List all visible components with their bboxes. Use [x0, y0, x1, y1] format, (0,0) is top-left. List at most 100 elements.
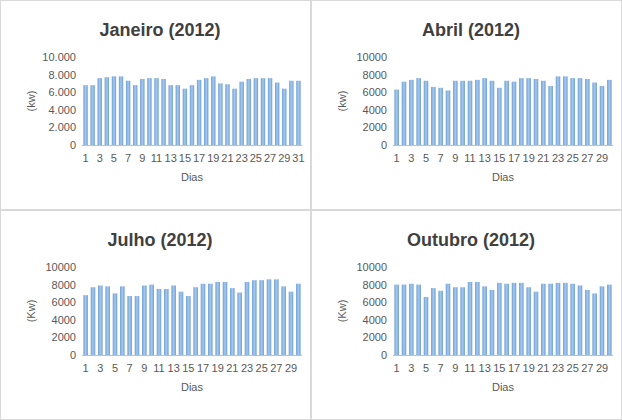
y-tick-label: 6.000	[48, 86, 76, 98]
y-tick-label: 4000	[363, 104, 387, 116]
x-axis-line	[82, 355, 302, 356]
bar	[534, 79, 539, 145]
bar	[164, 289, 169, 355]
bar	[519, 283, 524, 355]
bar	[519, 78, 524, 145]
bar	[179, 292, 184, 355]
bar	[296, 284, 301, 355]
bar	[592, 83, 597, 145]
bar	[296, 81, 300, 145]
bar	[133, 85, 137, 145]
x-tick-label: 3	[408, 362, 414, 374]
x-tick-label: 7	[125, 152, 131, 164]
bar	[409, 284, 414, 355]
bar	[281, 286, 286, 355]
y-tick-label: 8000	[52, 279, 76, 291]
y-tick-label: 0	[381, 139, 387, 151]
y-axis-title: (kw)	[336, 91, 348, 112]
bar	[394, 90, 399, 145]
x-tick-label: 21	[226, 362, 238, 374]
bar	[512, 283, 517, 355]
bar	[534, 292, 539, 355]
bar	[239, 82, 243, 145]
x-tick-label: 27	[581, 152, 593, 164]
bar	[438, 291, 443, 355]
x-tick-label: 11	[153, 362, 164, 374]
x-axis-line	[393, 355, 613, 356]
x-tick-label: 29	[596, 152, 608, 164]
x-tick-label: 31	[292, 152, 304, 164]
x-tick-label: 13	[479, 152, 491, 164]
chart-panel: Outubro (2012)02000400060008000100001357…	[312, 211, 622, 420]
bars	[394, 76, 611, 145]
bar	[402, 82, 407, 145]
x-tick-label: 29	[285, 362, 297, 374]
bar	[563, 76, 568, 145]
bar	[548, 284, 553, 355]
bar	[161, 79, 165, 145]
bar	[113, 293, 118, 355]
bar	[274, 279, 279, 355]
y-tick-label: 2000	[52, 331, 76, 343]
bar	[578, 285, 583, 355]
bar	[142, 285, 147, 355]
x-axis-title: Dias	[181, 381, 204, 393]
bar	[556, 76, 561, 145]
x-axis-title: Dias	[181, 171, 204, 183]
panel-border	[1, 211, 311, 420]
bar	[186, 296, 191, 355]
x-tick-label: 1	[394, 152, 400, 164]
panel-border	[312, 211, 622, 420]
x-tick-label: 23	[241, 362, 253, 374]
bar	[570, 284, 575, 355]
x-tick-label: 15	[179, 152, 191, 164]
x-tick-label: 17	[193, 152, 205, 164]
x-tick-label: 13	[168, 362, 180, 374]
bar	[190, 85, 194, 145]
bar	[223, 282, 228, 355]
bar	[468, 81, 473, 145]
bar	[607, 285, 612, 355]
y-tick-label: 10000	[356, 261, 387, 273]
bar	[135, 296, 140, 355]
y-tick-label: 2000	[363, 121, 387, 133]
bar	[98, 78, 102, 145]
x-tick-label: 7	[438, 152, 444, 164]
bar	[245, 282, 250, 355]
bar	[254, 78, 258, 145]
y-tick-label: 8000	[363, 69, 387, 81]
bar	[490, 290, 495, 355]
bar	[149, 285, 154, 355]
bar	[460, 81, 465, 145]
chart-panel: Abril (2012)0200040006000800010000135791…	[312, 1, 622, 210]
bar	[497, 88, 502, 145]
x-tick-label: 9	[452, 152, 458, 164]
bar	[237, 293, 242, 355]
bar	[112, 76, 116, 145]
bar	[453, 287, 458, 355]
x-tick-label: 13	[479, 362, 491, 374]
panel-border	[1, 1, 311, 210]
bar	[497, 283, 502, 355]
bar	[416, 78, 421, 145]
bar	[268, 78, 272, 145]
bar	[120, 286, 125, 355]
bar	[83, 295, 88, 355]
y-tick-label: 2000	[363, 331, 387, 343]
x-tick-label: 5	[423, 362, 429, 374]
bar	[252, 280, 257, 355]
bar	[119, 76, 123, 145]
y-tick-label: 6000	[363, 296, 387, 308]
bar	[267, 279, 272, 355]
bar	[600, 286, 605, 355]
y-tick-label: 0	[381, 349, 387, 361]
bar	[289, 81, 293, 145]
bar	[183, 89, 187, 145]
x-tick-label: 19	[523, 362, 535, 374]
bar	[394, 285, 399, 355]
bar	[526, 78, 531, 145]
bar	[548, 86, 553, 145]
bar	[197, 80, 201, 145]
x-axis-line	[393, 145, 613, 146]
x-tick-label: 9	[452, 362, 458, 374]
